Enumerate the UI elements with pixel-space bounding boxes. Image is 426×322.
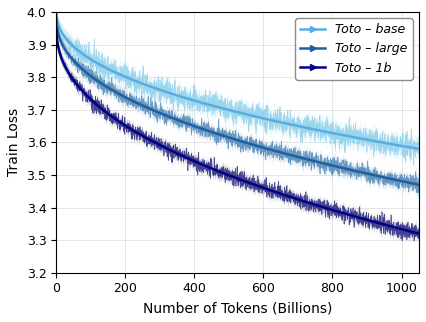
X-axis label: Number of Tokens (Billions): Number of Tokens (Billions) <box>143 301 332 315</box>
Legend: Toto – base, Toto – large, Toto – 1b: Toto – base, Toto – large, Toto – 1b <box>295 18 413 80</box>
Y-axis label: Train Loss: Train Loss <box>7 108 21 176</box>
